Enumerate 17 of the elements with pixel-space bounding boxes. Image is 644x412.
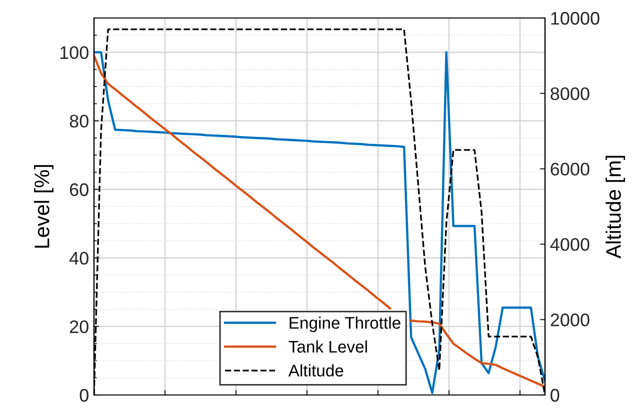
y2-tick-label: 10000 [551,12,600,25]
y-tick-label: 60 [70,183,88,196]
y2-tick-label: 2000 [550,314,590,326]
y2-tick-label: 8000 [550,87,590,100]
y2-tick-label: 0 [550,388,560,402]
legend-label: Altitude [288,364,344,377]
y-tick-label: 80 [70,114,88,128]
y-tick-label: 0 [80,388,88,402]
y2-axis-title: Altitude [m] [606,156,626,259]
legend-label: Engine Throttle [290,316,400,332]
y-tick-label: 40 [69,252,88,265]
y2-tick-label: 6000 [550,162,590,176]
y-tick-label: 20 [70,320,88,334]
legend-label: Tank Level [288,340,367,353]
y-axis-title: Level [%] [34,165,54,248]
y2-tick-label: 4000 [550,238,590,251]
y-tick-label: 100 [60,46,88,59]
